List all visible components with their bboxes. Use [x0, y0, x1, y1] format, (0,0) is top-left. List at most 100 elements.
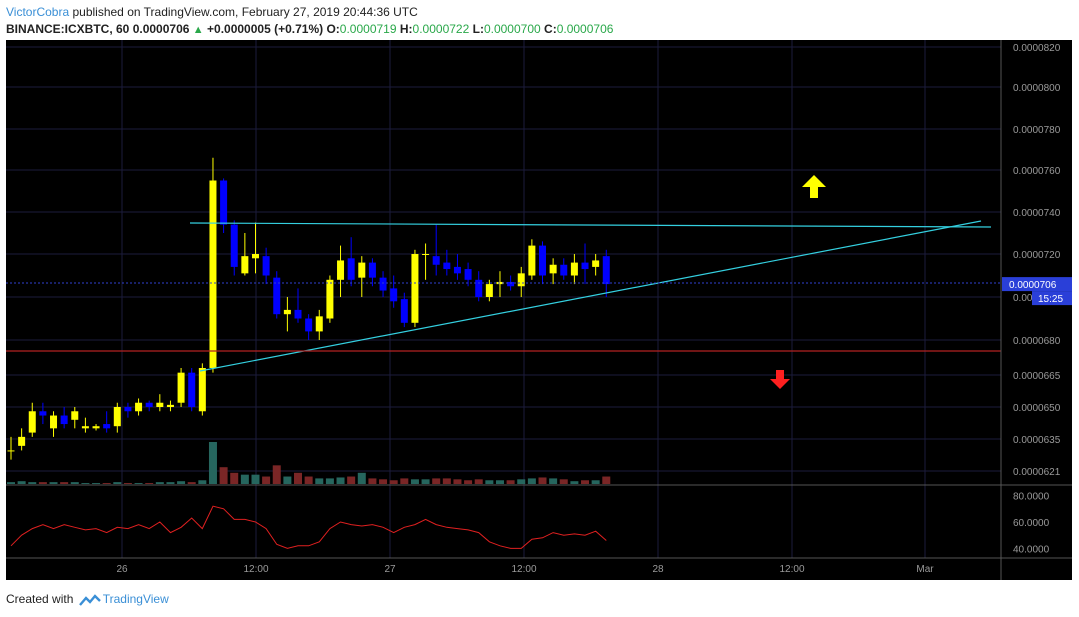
- candle-body: [379, 277, 387, 291]
- symbol-legend: BINANCE:ICXBTC, 60 0.0000706 ▲ +0.000000…: [6, 22, 613, 36]
- volume-bar: [283, 476, 292, 484]
- author-link[interactable]: VictorCobra: [6, 5, 70, 19]
- price-tick-label: 0.0000760: [1013, 166, 1061, 177]
- volume-bar: [538, 477, 547, 484]
- volume-bar: [559, 479, 568, 484]
- volume-bar: [134, 483, 143, 484]
- volume-bar: [389, 480, 398, 484]
- candle-body: [411, 254, 419, 323]
- volume-bars: [7, 442, 611, 484]
- volume-bar: [315, 478, 324, 484]
- candle-body: [528, 245, 536, 276]
- rsi-tick-label: 60.0000: [1013, 518, 1050, 529]
- volume-bar: [421, 479, 430, 484]
- volume-bar: [272, 465, 281, 484]
- candle-body: [294, 309, 302, 319]
- volume-bar: [187, 482, 196, 484]
- time-tick-label: Mar: [916, 564, 934, 575]
- tradingview-link[interactable]: TradingView: [102, 592, 169, 606]
- high-value: 0.0000722: [412, 22, 470, 36]
- price-tick-label: 0.0000621: [1013, 467, 1061, 478]
- volume-bar: [442, 478, 451, 484]
- candle-body: [50, 415, 58, 429]
- volume-bar: [325, 478, 334, 484]
- candle-body: [305, 318, 313, 332]
- candle-body: [71, 411, 79, 420]
- symbol-label: BINANCE:ICXBTC, 60: [6, 22, 130, 36]
- price-tick-label: 0.0000665: [1013, 371, 1061, 382]
- volume-bar: [506, 480, 515, 484]
- volume-bar: [155, 482, 164, 484]
- high-label: H:: [399, 22, 413, 36]
- candle-body: [135, 402, 143, 412]
- volume-bar: [485, 480, 494, 484]
- candle-body: [103, 424, 111, 429]
- candle-body: [507, 281, 515, 287]
- candle-body: [443, 262, 451, 270]
- candle-body: [315, 316, 323, 332]
- candle-body: [337, 260, 345, 280]
- tradingview-logo-icon: [78, 594, 101, 606]
- volume-bar: [60, 482, 69, 484]
- candle-body: [602, 256, 610, 285]
- volume-bar: [570, 481, 579, 484]
- candle-body: [241, 256, 249, 274]
- candle-body: [326, 279, 334, 319]
- volume-bar: [17, 481, 26, 484]
- price-tick-label: 0.0000720: [1013, 250, 1061, 261]
- time-tick-label: 12:00: [779, 564, 804, 575]
- candle-body: [166, 404, 174, 407]
- volume-bar: [549, 478, 558, 484]
- candlesticks: [7, 157, 610, 460]
- time-tick-label: 12:00: [243, 564, 268, 575]
- volume-bar: [432, 478, 441, 484]
- volume-bar: [368, 478, 377, 484]
- volume-bar: [49, 482, 58, 484]
- candle-body: [145, 402, 153, 407]
- candle-body: [7, 450, 15, 452]
- volume-bar: [208, 442, 217, 484]
- candle-body: [283, 309, 291, 315]
- volume-bar: [166, 482, 175, 484]
- volume-bar: [113, 482, 122, 484]
- price-tick-label: 0.0000780: [1013, 125, 1061, 136]
- candle-body: [517, 273, 525, 287]
- published-text: published on TradingView.com, February 2…: [72, 5, 418, 19]
- volume-bar: [70, 482, 79, 484]
- drawing-tools: [6, 175, 1001, 389]
- candle-body: [198, 368, 206, 412]
- down-arrow-icon: [770, 370, 790, 389]
- price-tick-label: 0.0000740: [1013, 208, 1061, 219]
- price-chart[interactable]: 80.0000 60.0000 40.0000 0.0000820 0.0000800…: [6, 40, 1072, 580]
- candle-body: [592, 260, 600, 267]
- rsi-indicator: 80.0000 60.0000 40.0000: [10, 492, 1050, 555]
- volume-bar: [400, 478, 409, 484]
- last-price-badge-label: 0.0000706: [1009, 280, 1057, 291]
- countdown-badge: [1032, 291, 1072, 306]
- candle-body: [124, 407, 132, 412]
- candle-body: [432, 256, 440, 265]
- candle-body: [60, 415, 68, 425]
- volume-bar: [123, 483, 132, 484]
- volume-bar: [336, 477, 345, 484]
- candle-body: [570, 262, 578, 276]
- countdown-badge-label: 15:25: [1038, 294, 1063, 305]
- candle-body: [358, 262, 366, 278]
- price-tick-label: 0.0000635: [1013, 435, 1061, 446]
- volume-bar: [474, 479, 483, 484]
- candle-body: [92, 426, 100, 429]
- time-tick-label: 26: [116, 564, 128, 575]
- volume-bar: [230, 472, 239, 484]
- volume-bar: [251, 474, 260, 484]
- publish-info: VictorCobra published on TradingView.com…: [6, 5, 418, 19]
- candle-body: [262, 256, 270, 276]
- volume-bar: [28, 482, 37, 484]
- volume-bar: [517, 479, 526, 484]
- volume-bar: [38, 482, 47, 484]
- volume-bar: [92, 483, 101, 484]
- volume-bar: [581, 480, 590, 484]
- volume-bar: [379, 479, 388, 484]
- up-arrow-icon: [802, 175, 826, 198]
- close-label: C:: [544, 22, 557, 36]
- candle-body: [188, 372, 196, 407]
